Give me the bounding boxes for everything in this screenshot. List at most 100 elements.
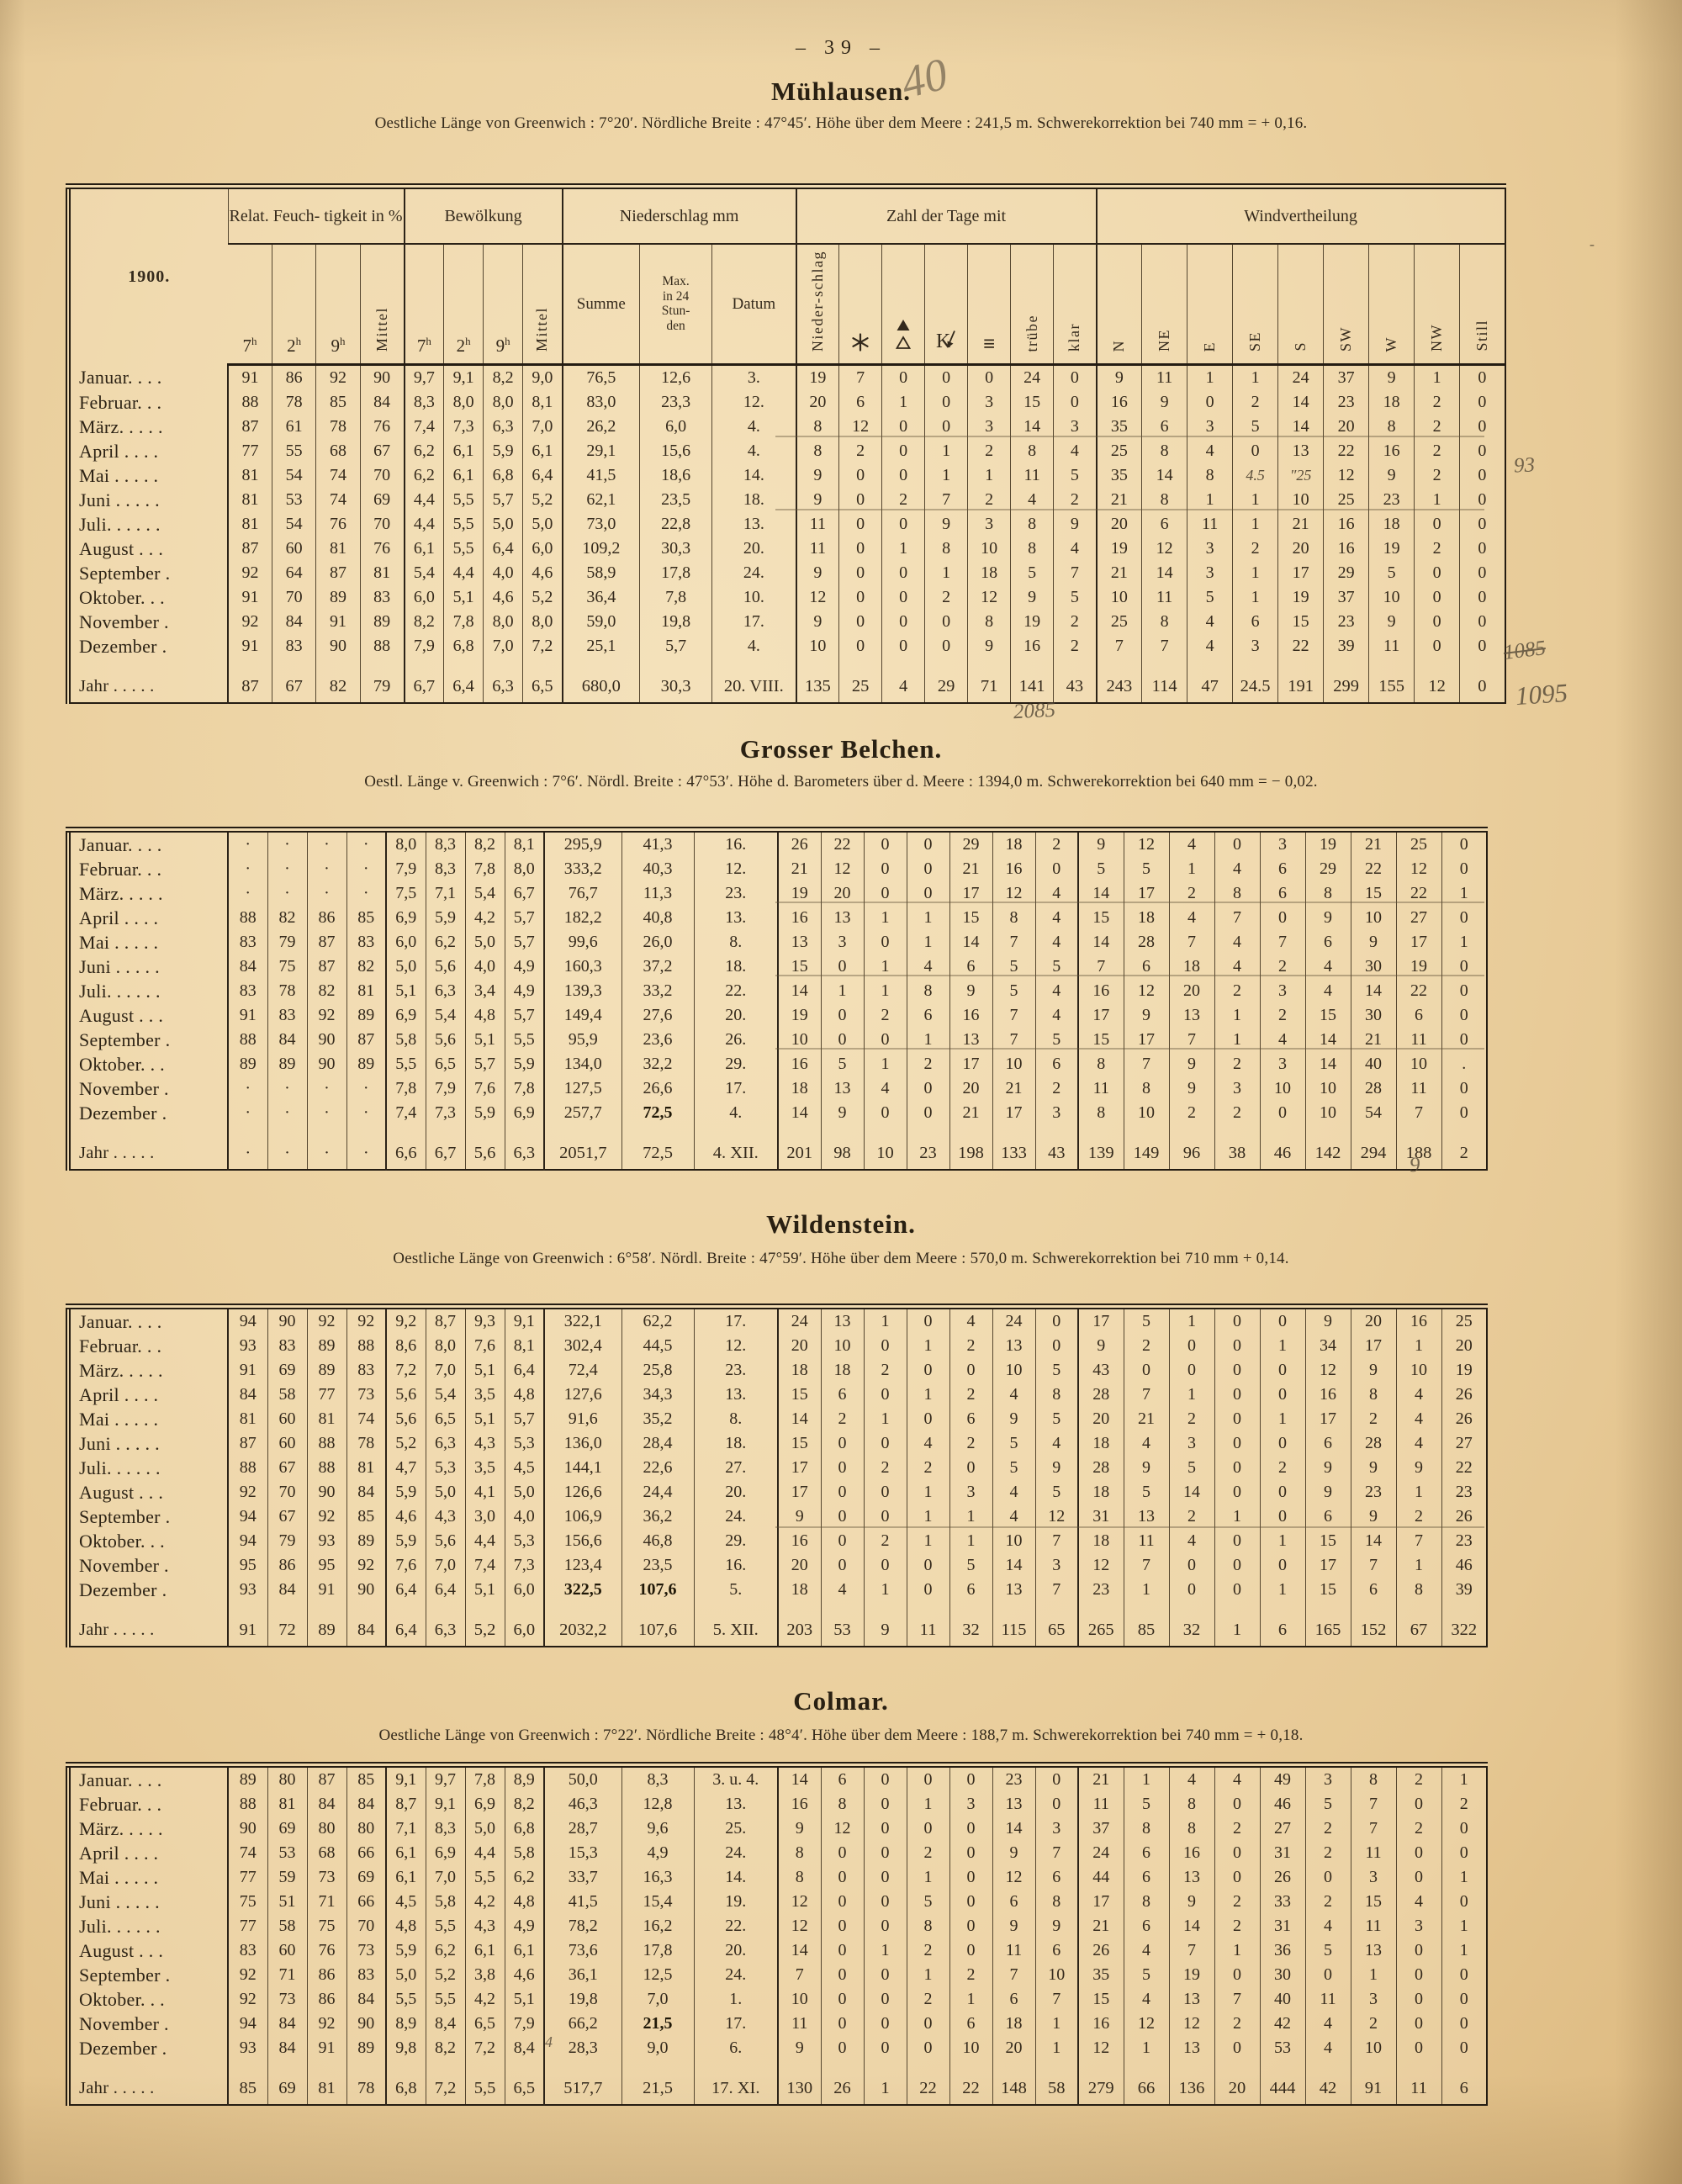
value-cell: 9,6 xyxy=(621,1816,694,1841)
value-cell: 59,0 xyxy=(561,610,640,634)
value-cell: 79 xyxy=(267,930,307,955)
value-cell: 12 xyxy=(795,585,839,610)
value-cell: 89 xyxy=(359,610,405,634)
value-cell: 33,7 xyxy=(543,1865,621,1890)
value-cell: 92 xyxy=(227,610,272,634)
value-cell: 3 xyxy=(967,415,1011,439)
value-cell: 7 xyxy=(1214,906,1260,930)
value-cell: 6,0 xyxy=(639,415,712,439)
value-cell: 0 xyxy=(1214,1841,1260,1865)
value-cell: 3 xyxy=(1034,1101,1078,1125)
value-cell: 2 xyxy=(1414,463,1460,488)
month-label: August . . . xyxy=(68,1938,229,1963)
value-cell: 21 xyxy=(1077,1764,1124,1792)
value-cell: 90 xyxy=(315,634,361,658)
value-cell: 4 xyxy=(1053,537,1097,561)
value-cell: 8 xyxy=(1214,881,1260,906)
value-cell: 0 xyxy=(1459,488,1505,512)
value-cell: 5,1 xyxy=(443,585,484,610)
value-cell: 73 xyxy=(346,1383,386,1407)
value-cell: 2 xyxy=(906,1987,949,2012)
value-cell: 5 xyxy=(1034,1028,1078,1052)
value-cell: 7 xyxy=(1350,1792,1396,1816)
value-cell: 4 xyxy=(1214,857,1260,881)
value-cell: 61 xyxy=(271,415,316,439)
table-row: Mai . . . . . 83 79 87 83 6,0 6,2 5,0 5,7 99,6 26,… xyxy=(68,930,1487,955)
value-cell: 2 xyxy=(949,1431,992,1456)
value-cell: 50,0 xyxy=(543,1764,621,1792)
value-cell: 5 xyxy=(1187,585,1233,610)
value-cell: 89 xyxy=(346,2036,386,2060)
value-cell: 3. xyxy=(711,364,796,390)
value-cell: 8,1 xyxy=(504,1334,544,1358)
value-cell: 25 xyxy=(1441,1306,1487,1334)
value-cell: 0 xyxy=(1168,1334,1214,1358)
value-cell: 2 xyxy=(1350,2012,1396,2036)
value-cell: 0 xyxy=(838,537,882,561)
value-cell: 9 xyxy=(1350,1504,1396,1529)
value-cell: · xyxy=(267,1076,307,1101)
value-cell: 0 xyxy=(1441,1028,1487,1052)
value-cell: 84 xyxy=(271,610,316,634)
value-cell: 8,0 xyxy=(504,857,544,881)
value-cell: 24 xyxy=(1077,1841,1124,1865)
value-cell: · xyxy=(267,1101,307,1125)
value-cell: 87 xyxy=(227,415,272,439)
value-cell: 0 xyxy=(820,1028,864,1052)
value-cell: 17. xyxy=(693,2012,778,2036)
value-cell: 4 xyxy=(1034,881,1078,906)
value-cell: 0 xyxy=(1441,2012,1487,2036)
value-cell: 82 xyxy=(315,672,361,703)
value-cell: 6,1 xyxy=(522,439,563,463)
value-cell: 6,4 xyxy=(443,672,484,703)
value-cell: 19 xyxy=(1441,1358,1487,1383)
value-cell: 1 xyxy=(1034,2036,1078,2060)
value-cell: 9 xyxy=(967,634,1011,658)
value-cell: 5,1 xyxy=(464,1028,505,1052)
value-cell: 10 xyxy=(1095,585,1142,610)
value-cell: 83 xyxy=(227,930,267,955)
value-cell: 1 xyxy=(863,1052,907,1076)
value-cell: 2 xyxy=(1350,1407,1396,1431)
value-cell: 8 xyxy=(1123,1816,1169,1841)
value-cell: 1 xyxy=(1395,1553,1441,1578)
value-cell: 9 xyxy=(1368,364,1415,390)
value-cell: 43 xyxy=(1034,1139,1078,1170)
table-row: November . 95 86 95 92 7,6 7,0 7,4 7,3 123,4 23,5 1… xyxy=(68,1553,1487,1578)
value-cell: 84 xyxy=(227,1383,267,1407)
value-cell: 6,0 xyxy=(504,1616,544,1647)
value-cell: 67 xyxy=(1395,1616,1441,1647)
value-cell: 25. xyxy=(693,1816,778,1841)
value-cell: 8,7 xyxy=(385,1792,426,1816)
value-cell: 9 xyxy=(1395,1456,1441,1480)
weather-table-grosser-belchen: Januar. . . . · · · · 8,0 8,3 8,2 8,1 295,9 41,3 16… xyxy=(66,827,1488,1171)
value-cell: 88 xyxy=(359,634,405,658)
table-row: November . 92 84 91 89 8,2 7,8 8,0 8,0 59,0 19,8 17… xyxy=(68,610,1505,634)
value-cell: 0 xyxy=(838,488,882,512)
value-cell: 4,0 xyxy=(483,561,523,585)
value-cell: 4 xyxy=(1034,1431,1078,1456)
value-cell: 0 xyxy=(863,829,907,857)
value-cell: 0 xyxy=(863,2036,907,2060)
value-cell: 71 xyxy=(306,1890,346,1914)
value-cell: 21 xyxy=(949,857,992,881)
value-cell: 0 xyxy=(1459,672,1505,703)
value-cell: 0 xyxy=(1259,1553,1305,1578)
value-cell: 4,2 xyxy=(464,906,505,930)
value-cell: 14 xyxy=(1010,415,1054,439)
value-cell: 90 xyxy=(306,1028,346,1052)
value-cell: 10 xyxy=(1350,2036,1396,2060)
value-cell: 0 xyxy=(967,364,1011,390)
value-cell: 6,2 xyxy=(403,463,444,488)
value-cell: 3 xyxy=(1187,537,1233,561)
column-header-wind-sw: SW xyxy=(1323,244,1369,366)
value-cell: 76 xyxy=(315,512,361,537)
value-cell: 0 xyxy=(1214,1334,1260,1358)
value-cell: · xyxy=(267,1139,307,1170)
value-cell: 5,5 xyxy=(385,1052,426,1076)
value-cell: 2 xyxy=(863,1358,907,1383)
value-cell: 46 xyxy=(1259,1792,1305,1816)
value-cell: 87 xyxy=(346,1028,386,1052)
value-cell: 19 xyxy=(1304,829,1351,857)
value-cell: 12 xyxy=(820,857,864,881)
